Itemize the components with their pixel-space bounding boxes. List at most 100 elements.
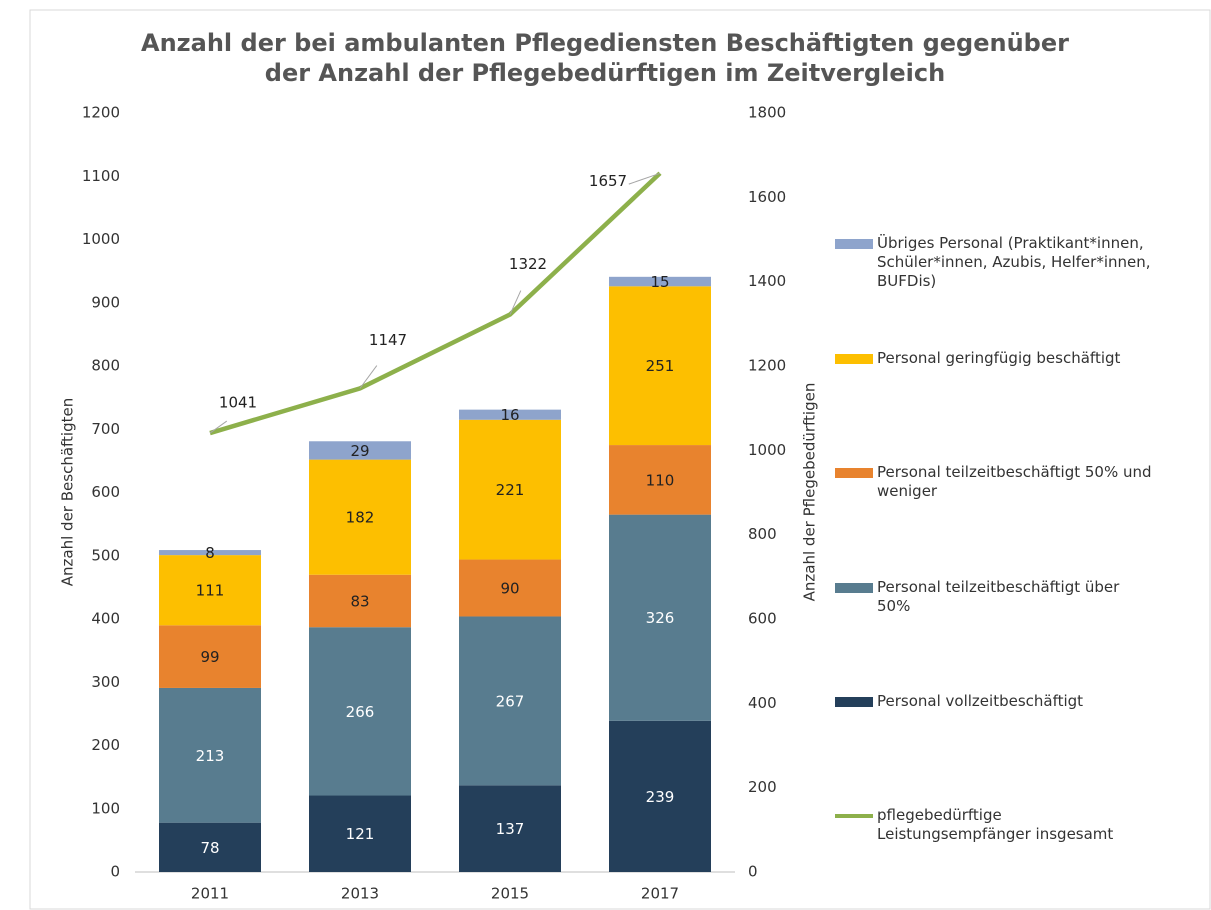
data-label: 111 xyxy=(196,582,225,600)
y-tick-label: 1000 xyxy=(82,230,120,248)
bar-segment xyxy=(309,459,411,575)
data-label: 1657 xyxy=(589,172,627,190)
bar-segment xyxy=(459,409,561,420)
bar-segment xyxy=(609,276,711,287)
data-label: 121 xyxy=(346,825,375,843)
legend-label: Personal teilzeitbeschäftigt über 50% xyxy=(877,578,1120,615)
legend-item: Personal teilzeitbeschäftigt 50% und wen… xyxy=(835,463,1205,501)
legend-item: Personal vollzeitbeschäftigt xyxy=(835,692,1205,711)
bar-segment xyxy=(159,555,261,626)
bar-segment xyxy=(459,419,561,560)
legend-swatch xyxy=(835,354,873,364)
y2-tick-label: 1400 xyxy=(748,272,786,290)
y2-tick-label: 1600 xyxy=(748,188,786,206)
data-label: 1322 xyxy=(509,255,547,273)
leader-line xyxy=(628,172,661,185)
data-label: 16 xyxy=(500,406,519,424)
line xyxy=(209,171,662,436)
x-tick-label: 2017 xyxy=(641,885,679,903)
leader-line xyxy=(359,365,378,389)
y-tick-label: 100 xyxy=(91,799,120,817)
data-label: 1041 xyxy=(219,394,257,412)
y-tick-label: 900 xyxy=(91,293,120,311)
x-tick-label: 2015 xyxy=(491,885,529,903)
leader-line xyxy=(209,420,228,434)
data-label: 221 xyxy=(496,481,525,499)
chart-title: Anzahl der bei ambulanten Pflegediensten… xyxy=(141,29,1069,87)
bar-segment xyxy=(459,785,561,872)
y-tick-label: 800 xyxy=(91,357,120,375)
y-tick-label: 0 xyxy=(110,863,120,881)
y-tick-label: 600 xyxy=(91,483,120,501)
data-label: 99 xyxy=(200,648,219,666)
legend-item: Personal geringfügig beschäftigt xyxy=(835,349,1205,368)
legend-label: Übriges Personal (Praktikant*innen, Schü… xyxy=(877,234,1151,290)
data-label: 137 xyxy=(496,820,525,838)
data-label: 251 xyxy=(646,357,675,375)
bar-segment xyxy=(309,795,411,872)
y2-tick-label: 1800 xyxy=(748,104,786,122)
data-label: 90 xyxy=(500,580,519,598)
data-label: 83 xyxy=(350,592,369,610)
data-label: 267 xyxy=(496,692,525,710)
legend-swatch xyxy=(835,814,873,818)
legend-swatch xyxy=(835,583,873,593)
frame xyxy=(29,9,1211,910)
data-label: 182 xyxy=(346,509,375,527)
bar-segment xyxy=(609,445,711,515)
bar-segment xyxy=(459,559,561,617)
y2-tick-label: 200 xyxy=(748,778,777,796)
y-tick-label: 300 xyxy=(91,673,120,691)
legend-swatch xyxy=(835,697,873,707)
bar-segment xyxy=(159,822,261,872)
data-label: 8 xyxy=(205,544,215,562)
leader-line xyxy=(509,290,522,315)
y-axis-label: Anzahl der Beschäftigten xyxy=(59,398,77,586)
legend-item: pflegebedürftige Leistungsempfänger insg… xyxy=(835,806,1205,844)
legend-label: pflegebedürftige Leistungsempfänger insg… xyxy=(877,806,1114,843)
y-tick-label: 400 xyxy=(91,610,120,628)
data-label: 78 xyxy=(200,839,219,857)
bar-segment xyxy=(309,627,411,796)
bar-segment xyxy=(609,286,711,446)
y2-tick-label: 400 xyxy=(748,694,777,712)
bar-segment xyxy=(159,687,261,823)
y2-tick-label: 1000 xyxy=(748,441,786,459)
bar-segment xyxy=(459,616,561,786)
y-tick-label: 200 xyxy=(91,736,120,754)
bar-segment xyxy=(159,625,261,688)
bar-segment xyxy=(159,550,261,556)
y2-axis-label: Anzahl der Pflegebedürftigen xyxy=(801,383,819,602)
data-label: 1147 xyxy=(369,331,407,349)
legend-label: Personal teilzeitbeschäftigt 50% und wen… xyxy=(877,463,1152,500)
y2-tick-label: 0 xyxy=(748,863,758,881)
x-tick-label: 2011 xyxy=(191,885,229,903)
y2-tick-label: 600 xyxy=(748,610,777,628)
data-label: 326 xyxy=(646,609,675,627)
y-tick-label: 500 xyxy=(91,546,120,564)
bar-segment xyxy=(609,720,711,872)
legend-label: Personal vollzeitbeschäftigt xyxy=(877,692,1084,710)
bar-segment xyxy=(309,441,411,460)
y-tick-label: 1100 xyxy=(82,167,120,185)
y2-tick-label: 800 xyxy=(748,525,777,543)
bar-segment xyxy=(309,574,411,628)
y-tick-label: 1200 xyxy=(82,104,120,122)
legend-item: Übriges Personal (Praktikant*innen, Schü… xyxy=(835,234,1205,291)
data-label: 29 xyxy=(350,442,369,460)
data-label: 213 xyxy=(196,747,225,765)
legend-label: Personal geringfügig beschäftigt xyxy=(877,349,1121,367)
x-tick-label: 2013 xyxy=(341,885,379,903)
y-tick-label: 700 xyxy=(91,420,120,438)
legend-item: Personal teilzeitbeschäftigt über 50% xyxy=(835,578,1205,616)
data-label: 266 xyxy=(346,703,375,721)
y2-tick-label: 1200 xyxy=(748,357,786,375)
data-label: 110 xyxy=(646,471,675,489)
legend-swatch xyxy=(835,239,873,249)
data-label: 15 xyxy=(650,273,669,291)
bar-segment xyxy=(609,514,711,721)
legend-swatch xyxy=(835,468,873,478)
data-label: 239 xyxy=(646,788,675,806)
